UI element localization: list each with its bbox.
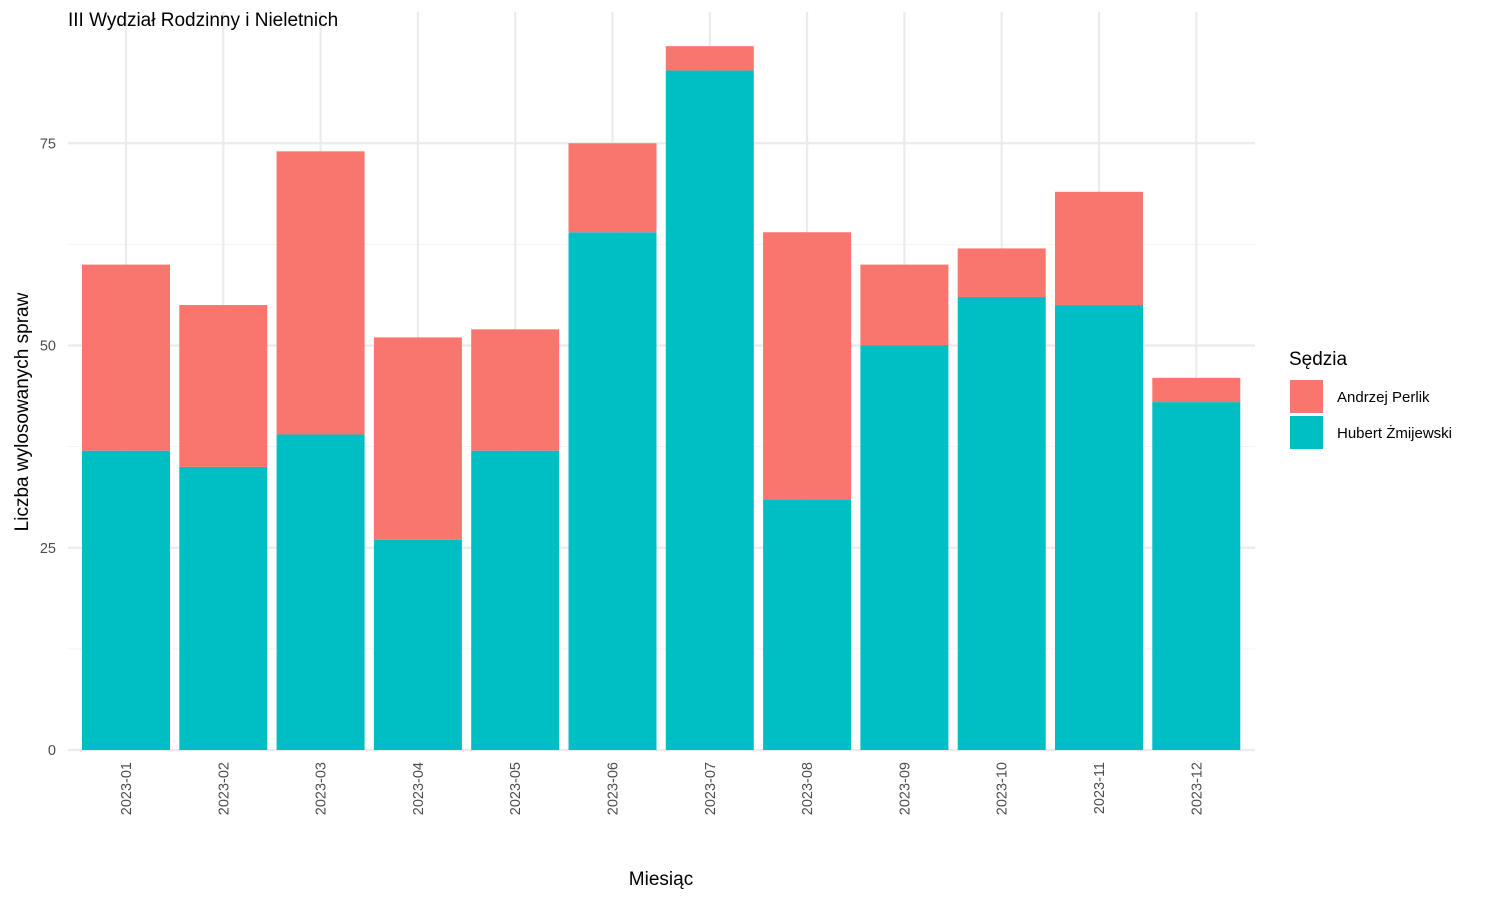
legend: Sędzia Andrzej Perlik Hubert Żmijewski xyxy=(1289,349,1452,449)
x-tick-label: 2023-02 xyxy=(216,762,232,815)
legend-swatch xyxy=(1290,380,1323,413)
bar-segment xyxy=(1152,377,1241,403)
y-tick-label: 50 xyxy=(40,339,56,355)
bar-segment xyxy=(568,143,657,233)
bar-segment xyxy=(1055,191,1143,306)
bar-segment xyxy=(471,450,560,750)
x-tick-label: 2023-12 xyxy=(1189,762,1205,815)
bar-segment xyxy=(276,151,365,435)
bar-segment xyxy=(860,264,949,346)
x-tick-label: 2023-11 xyxy=(1092,762,1108,814)
axis-layer: 0 25 50 75 2023-01 2023-02 2023-03 2023-04 2023-… xyxy=(40,136,1205,815)
legend-label: Andrzej Perlik xyxy=(1337,389,1430,406)
bar-segment xyxy=(179,466,268,750)
bar-segment xyxy=(568,232,657,751)
x-tick-label: 2023-10 xyxy=(995,762,1011,815)
legend-label: Hubert Żmijewski xyxy=(1337,424,1452,442)
y-tick-label: 25 xyxy=(40,541,56,557)
bar-segment xyxy=(860,345,949,750)
legend-title: Sędzia xyxy=(1289,349,1348,370)
bar-segment xyxy=(1152,402,1241,750)
y-tick-label: 75 xyxy=(40,136,56,152)
x-tick-label: 2023-05 xyxy=(508,762,524,815)
bar-segment xyxy=(82,264,170,451)
x-tick-label: 2023-09 xyxy=(897,762,913,815)
x-tick-label: 2023-06 xyxy=(606,762,622,815)
x-tick-label: 2023-04 xyxy=(411,762,427,815)
x-tick-label: 2023-08 xyxy=(800,762,816,815)
bar-segment xyxy=(373,539,462,750)
bar-segment xyxy=(179,305,268,467)
x-tick-label: 2023-07 xyxy=(703,762,719,815)
bar-segment xyxy=(373,337,462,540)
bar-segment xyxy=(665,46,754,71)
y-tick-label: 0 xyxy=(48,743,56,759)
chart-title: III Wydział Rodzinny i Nieletnich xyxy=(68,10,338,31)
bar-segment xyxy=(471,329,560,451)
x-tick-label: 2023-03 xyxy=(314,762,330,815)
legend-items: Andrzej Perlik Hubert Żmijewski xyxy=(1290,380,1452,449)
y-axis-title: Liczba wylosowanych spraw xyxy=(12,292,33,531)
bar-segment xyxy=(82,450,170,750)
bar-segment xyxy=(763,499,852,750)
bar-segment xyxy=(1055,305,1143,750)
bar-segment xyxy=(957,248,1046,297)
bar-segment xyxy=(957,296,1046,750)
bar-segment xyxy=(665,70,754,750)
bar-segment xyxy=(276,434,365,750)
bar-layer xyxy=(82,46,1241,751)
legend-swatch xyxy=(1290,416,1323,449)
bar-segment xyxy=(763,232,852,500)
x-tick-label: 2023-01 xyxy=(119,762,135,815)
x-axis-title: Miesiąc xyxy=(629,869,693,890)
